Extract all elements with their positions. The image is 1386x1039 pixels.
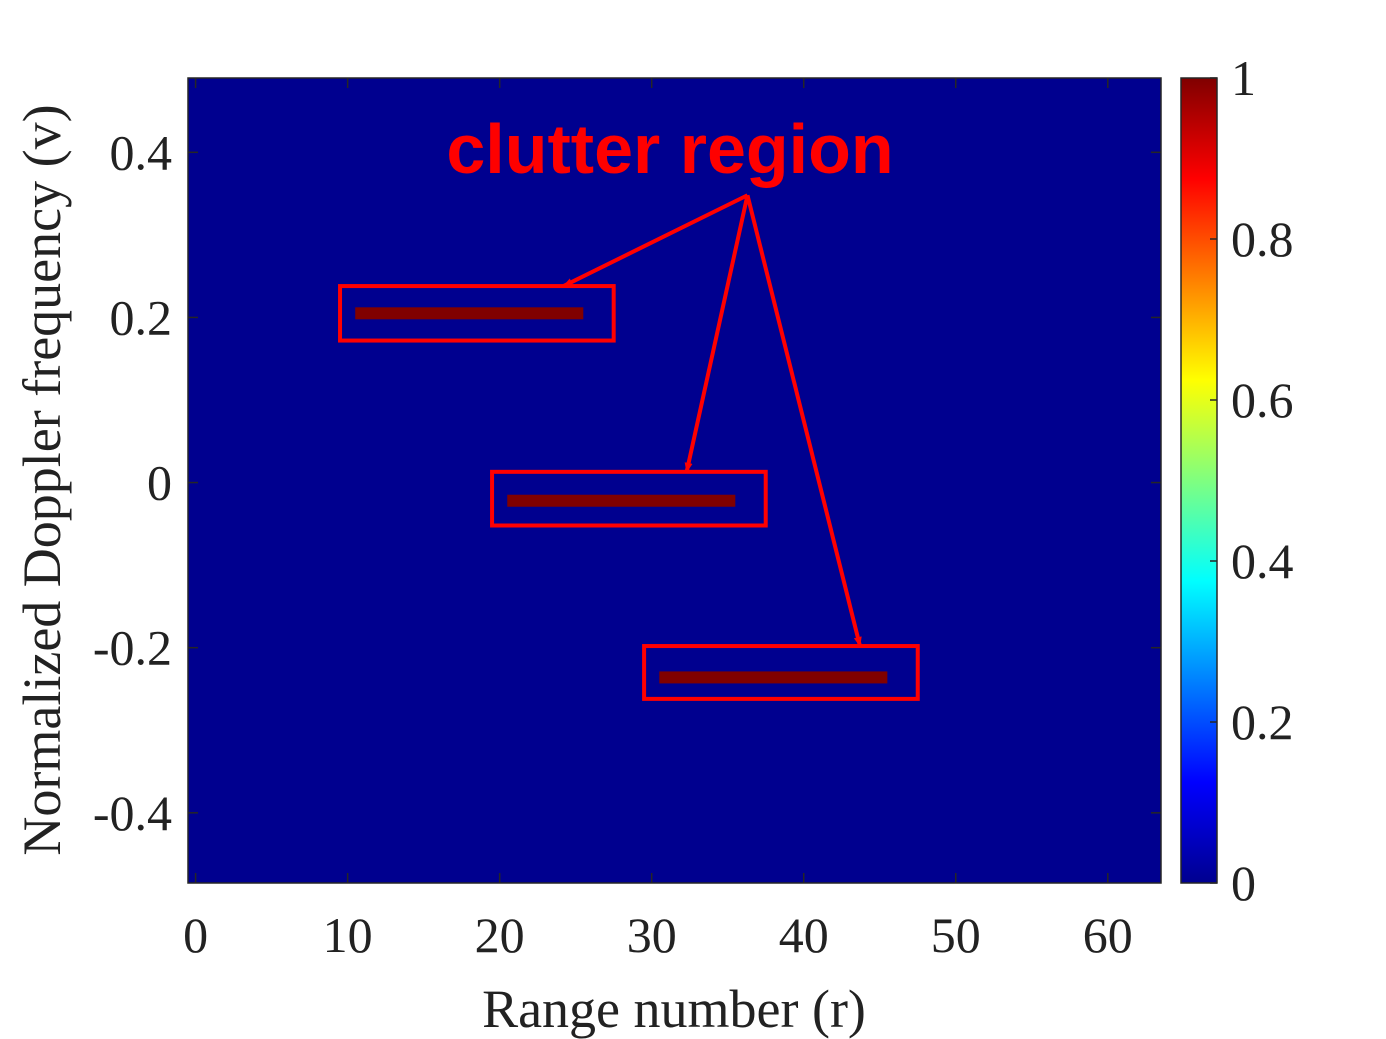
annotation-box-3 [642, 644, 920, 701]
colorbar-tick-label: 1 [1231, 50, 1256, 106]
x-tick-label: 0 [183, 907, 208, 963]
annotation-arrow-3 [745, 194, 862, 648]
annotation-arrow-1 [562, 193, 749, 288]
x-tick-label: 20 [475, 907, 525, 963]
y-tick-label: 0 [147, 455, 172, 511]
x-tick-label: 10 [323, 907, 373, 963]
y-tick-label: -0.4 [93, 785, 172, 841]
y-tick-label: 0.4 [110, 124, 173, 180]
annotation-box-2 [490, 469, 768, 528]
x-tick-label: 50 [931, 907, 981, 963]
colorbar-tick-label: 0.2 [1231, 694, 1294, 750]
annotation-arrow-2 [684, 194, 750, 473]
x-axis-title: Range number (r) [482, 979, 866, 1039]
plot-frame [187, 77, 1162, 884]
annotation-box-1 [338, 284, 616, 343]
heatmap-background [188, 78, 1161, 883]
x-tick-label: 60 [1083, 907, 1133, 963]
x-axis: 0 10 20 30 40 50 60 [183, 78, 1133, 963]
colorbar-axis: 0 0.2 0.4 0.6 0.8 1 [1210, 50, 1294, 911]
colorbar-tick-label: 0 [1231, 855, 1256, 911]
y-axis-title: Normalized Doppler frequency (v) [12, 104, 72, 855]
x-tick-label: 30 [627, 907, 677, 963]
clutter-segments [355, 307, 888, 684]
colorbar-tick-label: 0.4 [1231, 533, 1294, 589]
x-tick-label: 40 [779, 907, 829, 963]
y-axis: -0.4 -0.2 0 0.2 0.4 [93, 124, 1161, 841]
clutter-segment-2 [507, 494, 736, 507]
clutter-annotation [338, 193, 920, 701]
colorbar [1180, 77, 1218, 884]
clutter-segment-1 [355, 307, 584, 320]
colorbar-tick-label: 0.8 [1231, 211, 1294, 267]
annotation-label: clutter region [446, 110, 893, 188]
y-tick-label: 0.2 [110, 289, 173, 345]
colorbar-tick-label: 0.6 [1231, 372, 1294, 428]
y-tick-label: -0.2 [93, 620, 172, 676]
clutter-segment-3 [659, 671, 888, 684]
